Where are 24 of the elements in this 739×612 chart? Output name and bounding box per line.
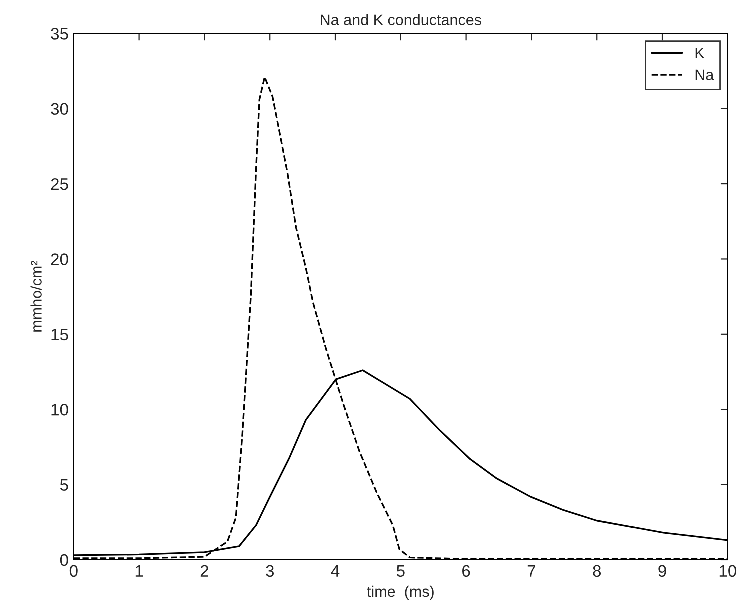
x-tick-label: 8 [593, 565, 602, 578]
x-tick-label: 5 [396, 565, 405, 578]
x-tick-label: 10 [720, 565, 737, 578]
x-tick-label: 0 [70, 565, 78, 578]
y-tick-label: 10 [52, 404, 68, 416]
y-axis-title: mmho/cm² [30, 261, 42, 332]
chart-title: Na and K conductances [321, 14, 482, 26]
y-tick-label: 30 [51, 103, 68, 116]
y-tick-label: 15 [52, 328, 68, 341]
legend-label: K [696, 48, 705, 58]
y-tick-label: 35 [51, 28, 68, 40]
x-axis-title: time (ms) [367, 586, 434, 600]
y-tick-label: 5 [60, 479, 68, 491]
legend-label: Na [696, 70, 714, 81]
y-tick-label: 25 [51, 178, 68, 190]
y-tick-label: 0 [60, 554, 68, 566]
x-tick-label: 4 [331, 565, 340, 577]
x-tick-label: 6 [462, 565, 470, 578]
x-tick-label: 2 [200, 565, 208, 577]
x-tick-label: 9 [658, 565, 666, 578]
y-tick-label: 20 [51, 254, 68, 266]
x-tick-label: 7 [528, 565, 536, 577]
x-tick-label: 1 [136, 565, 144, 577]
x-tick-label: 3 [266, 565, 274, 578]
